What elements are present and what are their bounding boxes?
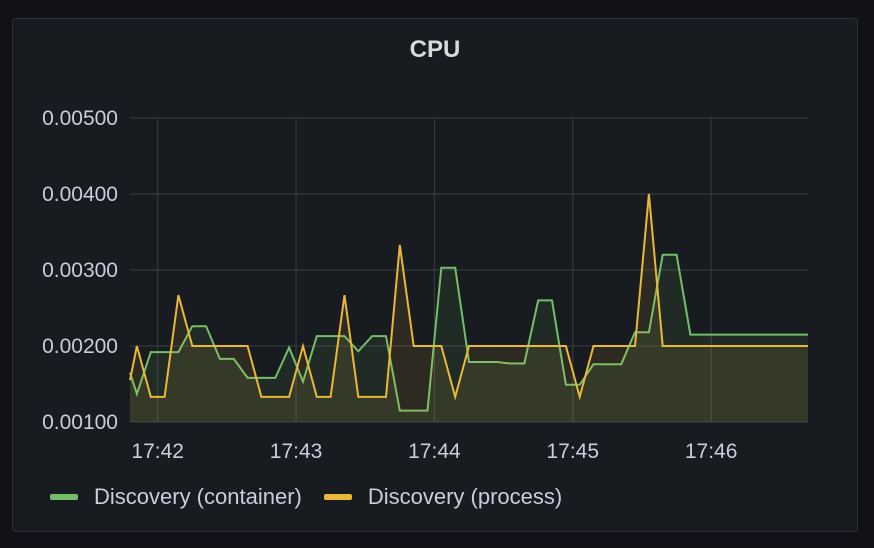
cpu-panel: CPU — [12, 18, 858, 532]
legend-item-container[interactable]: Discovery (container) — [50, 484, 302, 510]
panel-title[interactable]: CPU — [409, 36, 461, 63]
legend-label-container: Discovery (container) — [94, 484, 302, 509]
legend: Discovery (container) Discovery (process… — [50, 484, 584, 510]
x-tick-label: 17:44 — [408, 440, 461, 463]
x-tick-label: 17:46 — [685, 440, 738, 463]
x-tick-label: 17:43 — [270, 440, 323, 463]
legend-item-process[interactable]: Discovery (process) — [323, 484, 563, 510]
y-tick-label: 0.00100 — [42, 411, 118, 434]
series-area-1 — [130, 194, 808, 422]
series-line-0[interactable] — [129, 253, 808, 412]
legend-swatch-process — [323, 494, 352, 500]
series-area-0 — [130, 254, 808, 422]
y-tick-label: 0.00200 — [42, 335, 118, 358]
x-tick-label: 17:45 — [546, 440, 599, 463]
legend-swatch-container — [50, 494, 78, 500]
x-tick-label: 17:42 — [131, 440, 184, 463]
series-line-1[interactable] — [129, 193, 808, 401]
y-tick-label: 0.00500 — [42, 107, 118, 130]
legend-label-process: Discovery (process) — [367, 484, 563, 509]
y-tick-label: 0.00300 — [42, 259, 118, 282]
y-tick-label: 0.00400 — [42, 183, 118, 206]
